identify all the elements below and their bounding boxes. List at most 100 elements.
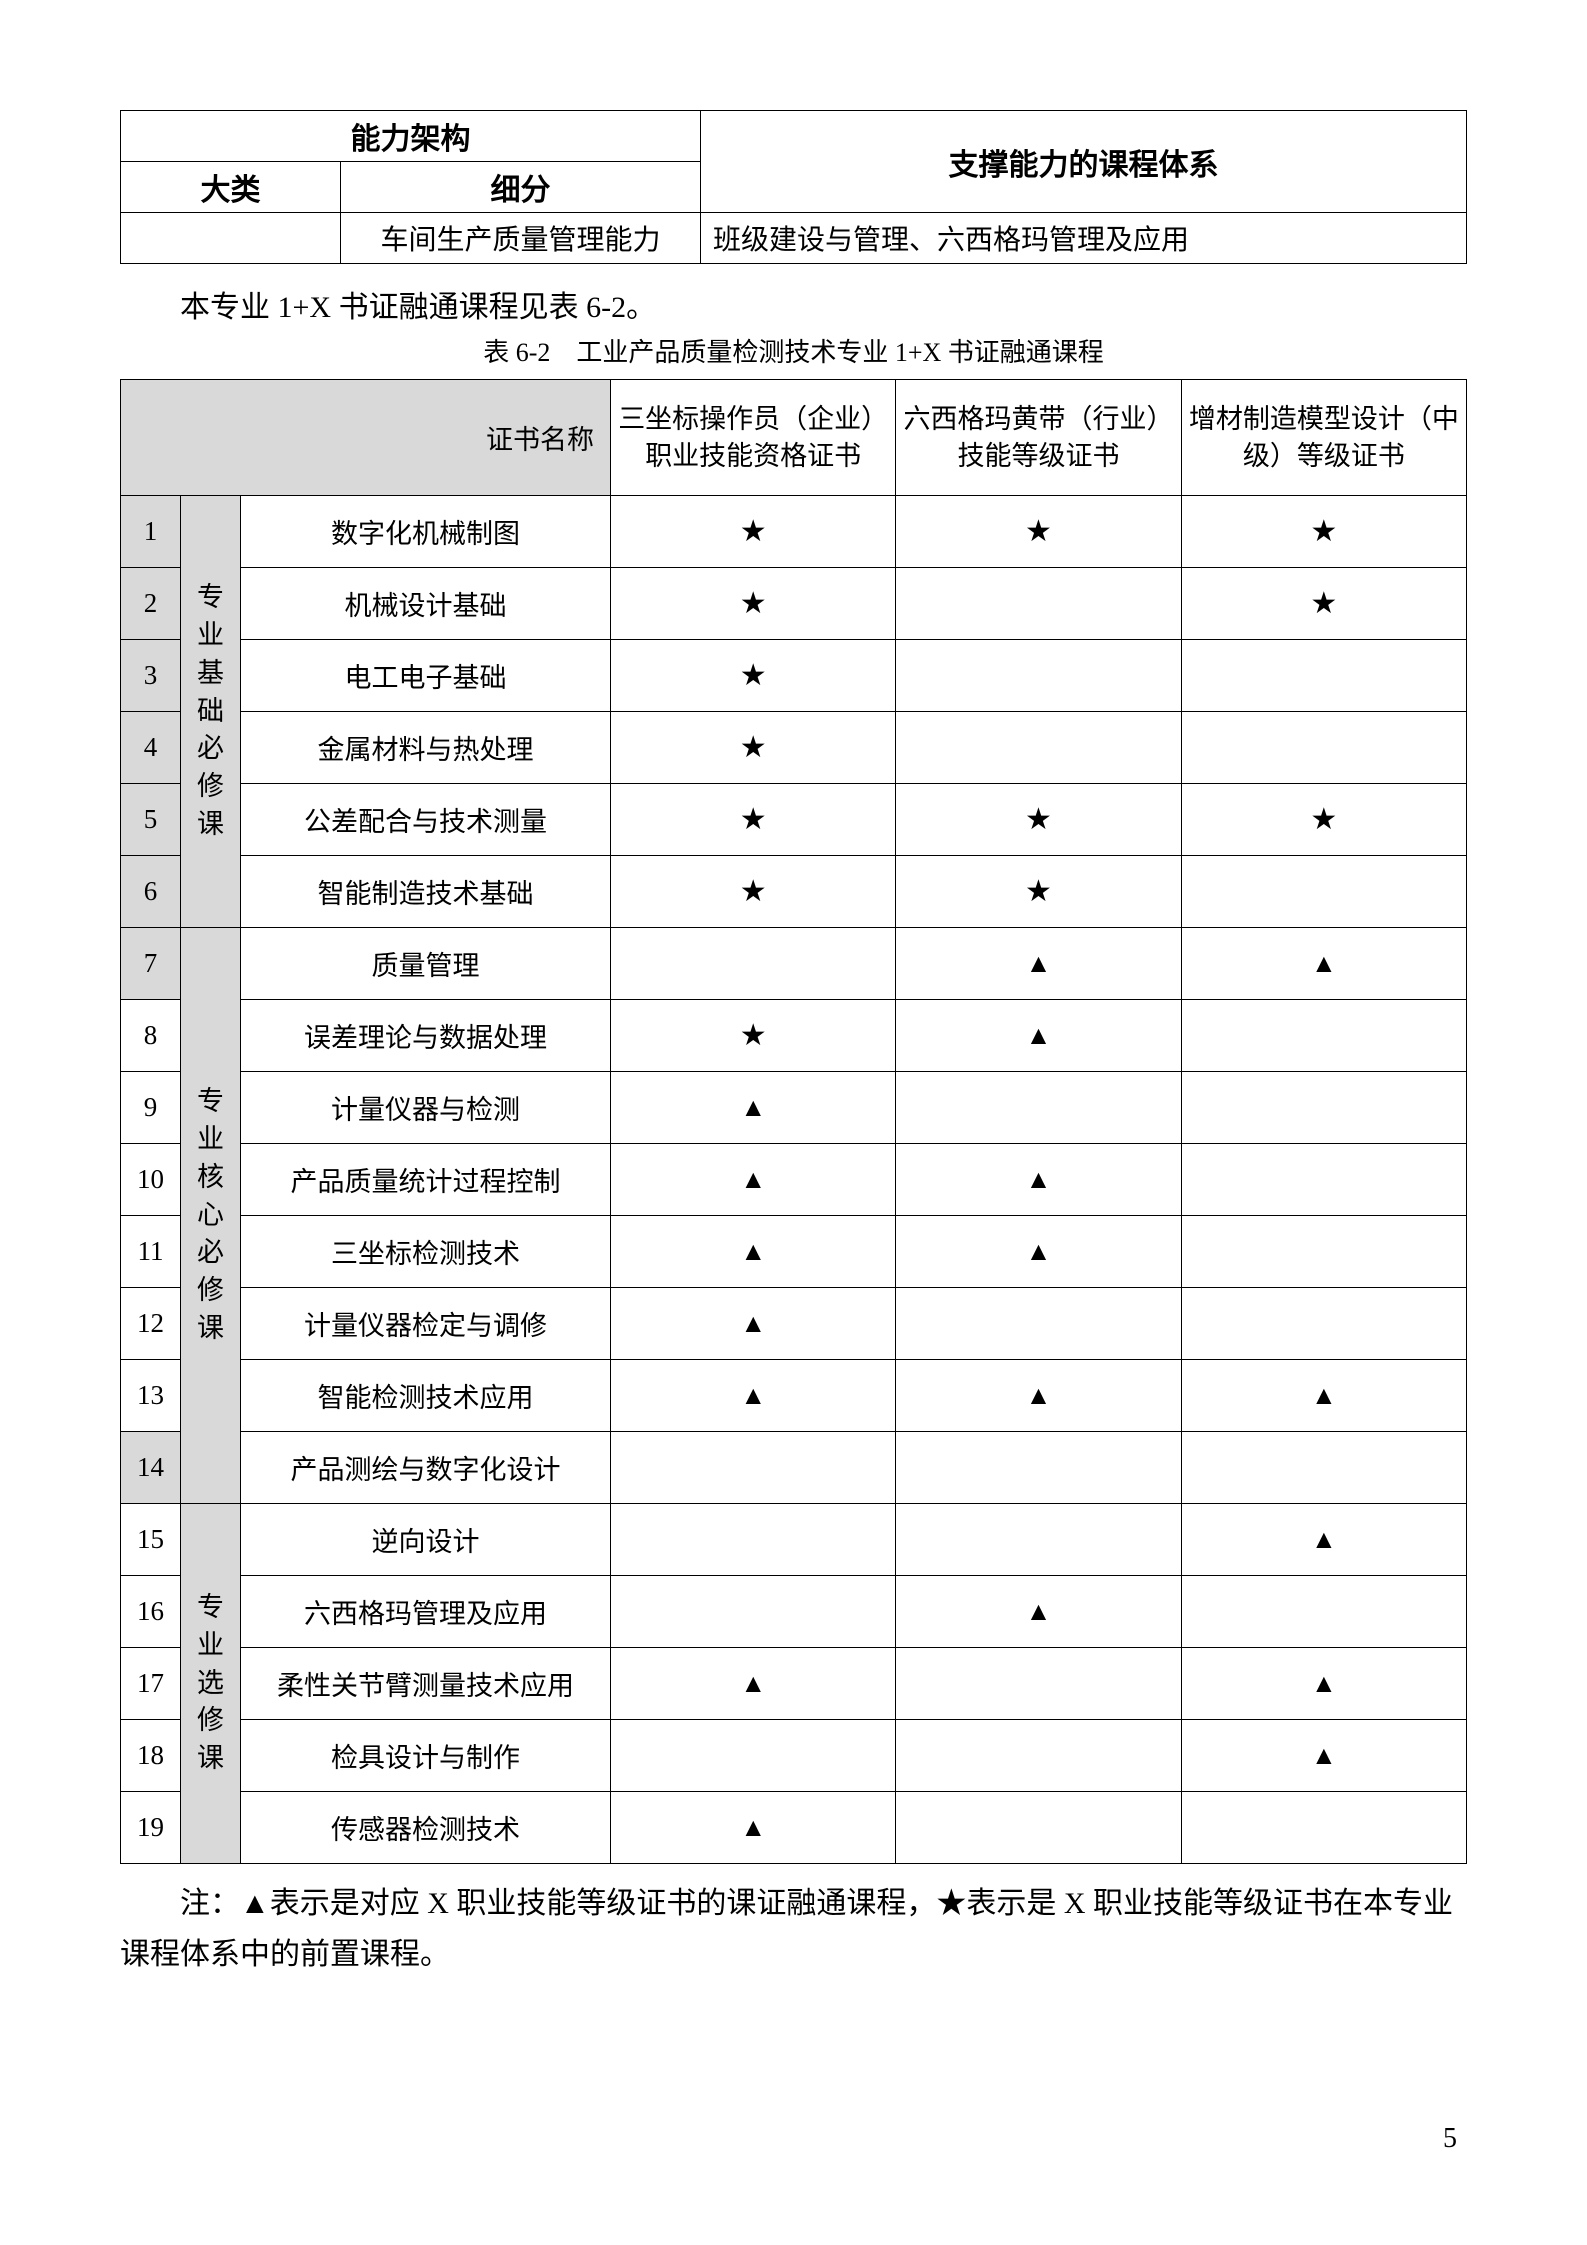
cert-cell <box>896 1648 1181 1720</box>
row-num: 13 <box>121 1360 181 1432</box>
row-num: 11 <box>121 1216 181 1288</box>
cert-cell: ★ <box>611 1000 896 1072</box>
cert-cell: ▲ <box>1181 1720 1466 1792</box>
cert-cell: ★ <box>896 496 1181 568</box>
course-group: 专业核心必修课 <box>181 928 241 1504</box>
course-name: 检具设计与制作 <box>241 1720 611 1792</box>
cert-cell <box>1181 1144 1466 1216</box>
row-num: 4 <box>121 712 181 784</box>
cert-cell <box>1181 1072 1466 1144</box>
course-name: 公差配合与技术测量 <box>241 784 611 856</box>
hdr-courses: 支撑能力的课程体系 <box>701 111 1467 213</box>
page-number: 5 <box>1443 2123 1457 2155</box>
cert-cell: ▲ <box>1181 928 1466 1000</box>
cert-cell <box>896 1432 1181 1504</box>
course-group: 专业基础必修课 <box>181 496 241 928</box>
cert-cell: ▲ <box>611 1360 896 1432</box>
cert-cell: ★ <box>896 856 1181 928</box>
cert-cell: ▲ <box>611 1288 896 1360</box>
course-name: 传感器检测技术 <box>241 1792 611 1864</box>
cert-cell: ★ <box>611 856 896 928</box>
cert-cell: ▲ <box>1181 1648 1466 1720</box>
cert-cell: ▲ <box>1181 1504 1466 1576</box>
course-name: 计量仪器检定与调修 <box>241 1288 611 1360</box>
course-name: 产品测绘与数字化设计 <box>241 1432 611 1504</box>
cert-cell: ▲ <box>896 1576 1181 1648</box>
course-name: 机械设计基础 <box>241 568 611 640</box>
hdr-major: 大类 <box>121 162 341 213</box>
row-num: 2 <box>121 568 181 640</box>
course-name: 智能检测技术应用 <box>241 1360 611 1432</box>
row-num: 5 <box>121 784 181 856</box>
cert-cell <box>896 1288 1181 1360</box>
cert-cell: ▲ <box>611 1648 896 1720</box>
row-num: 14 <box>121 1432 181 1504</box>
cert-cell <box>896 712 1181 784</box>
cert-cell: ▲ <box>896 1144 1181 1216</box>
row-num: 16 <box>121 1576 181 1648</box>
cert-cell: ★ <box>1181 568 1466 640</box>
row-courses: 班级建设与管理、六西格玛管理及应用 <box>701 213 1467 264</box>
course-name: 柔性关节臂测量技术应用 <box>241 1648 611 1720</box>
head-cert1: 三坐标操作员（企业）职业技能资格证书 <box>611 380 896 496</box>
course-name: 三坐标检测技术 <box>241 1216 611 1288</box>
cert-cell <box>896 1792 1181 1864</box>
hdr-sub: 细分 <box>341 162 701 213</box>
cert-cell <box>896 1072 1181 1144</box>
cert-cell: ★ <box>1181 784 1466 856</box>
cert-cell <box>896 1720 1181 1792</box>
cert-cell: ★ <box>896 784 1181 856</box>
cert-cell: ▲ <box>611 1144 896 1216</box>
cert-cell <box>1181 1576 1466 1648</box>
course-name: 计量仪器与检测 <box>241 1072 611 1144</box>
cert-cell: ★ <box>611 496 896 568</box>
intro-text: 本专业 1+X 书证融通课程见表 6-2。 <box>120 282 1467 326</box>
cert-cell: ★ <box>611 784 896 856</box>
row-num: 8 <box>121 1000 181 1072</box>
row-num: 10 <box>121 1144 181 1216</box>
cert-cell: ★ <box>611 640 896 712</box>
cert-cell: ▲ <box>896 1000 1181 1072</box>
cert-cell: ★ <box>1181 496 1466 568</box>
cert-cell <box>896 640 1181 712</box>
cert-cell <box>1181 640 1466 712</box>
footnote: 注：▲表示是对应 X 职业技能等级证书的课证融通课程，★表示是 X 职业技能等级… <box>120 1878 1467 1980</box>
cert-cell <box>611 1432 896 1504</box>
course-name: 智能制造技术基础 <box>241 856 611 928</box>
cert-cell: ▲ <box>611 1216 896 1288</box>
course-name: 数字化机械制图 <box>241 496 611 568</box>
course-group: 专业选修课 <box>181 1504 241 1864</box>
cert-cell <box>1181 1288 1466 1360</box>
course-name: 金属材料与热处理 <box>241 712 611 784</box>
cert-cell <box>1181 1792 1466 1864</box>
course-cert-table: 证书名称 三坐标操作员（企业）职业技能资格证书 六西格玛黄带（行业）技能等级证书… <box>120 379 1467 1864</box>
cert-cell <box>611 1504 896 1576</box>
hdr-ability: 能力架构 <box>121 111 701 162</box>
row-num: 9 <box>121 1072 181 1144</box>
cert-cell <box>611 1576 896 1648</box>
course-name: 电工电子基础 <box>241 640 611 712</box>
cert-cell: ▲ <box>896 1360 1181 1432</box>
cert-cell <box>611 1720 896 1792</box>
ability-table: 能力架构 支撑能力的课程体系 大类 细分 车间生产质量管理能力 班级建设与管理、… <box>120 110 1467 264</box>
row-num: 18 <box>121 1720 181 1792</box>
head-cert2: 六西格玛黄带（行业）技能等级证书 <box>896 380 1181 496</box>
cert-cell: ▲ <box>611 1792 896 1864</box>
cert-cell <box>611 928 896 1000</box>
cert-cell <box>1181 1216 1466 1288</box>
row-major <box>121 213 341 264</box>
course-name: 产品质量统计过程控制 <box>241 1144 611 1216</box>
cert-cell <box>1181 1432 1466 1504</box>
row-num: 12 <box>121 1288 181 1360</box>
course-name: 六西格玛管理及应用 <box>241 1576 611 1648</box>
row-num: 3 <box>121 640 181 712</box>
cert-cell: ★ <box>611 712 896 784</box>
row-sub: 车间生产质量管理能力 <box>341 213 701 264</box>
cert-cell <box>1181 1000 1466 1072</box>
cert-cell <box>1181 856 1466 928</box>
cert-cell: ★ <box>611 568 896 640</box>
cert-cell: ▲ <box>611 1072 896 1144</box>
row-num: 19 <box>121 1792 181 1864</box>
head-cert3: 增材制造模型设计（中级）等级证书 <box>1181 380 1466 496</box>
row-num: 17 <box>121 1648 181 1720</box>
